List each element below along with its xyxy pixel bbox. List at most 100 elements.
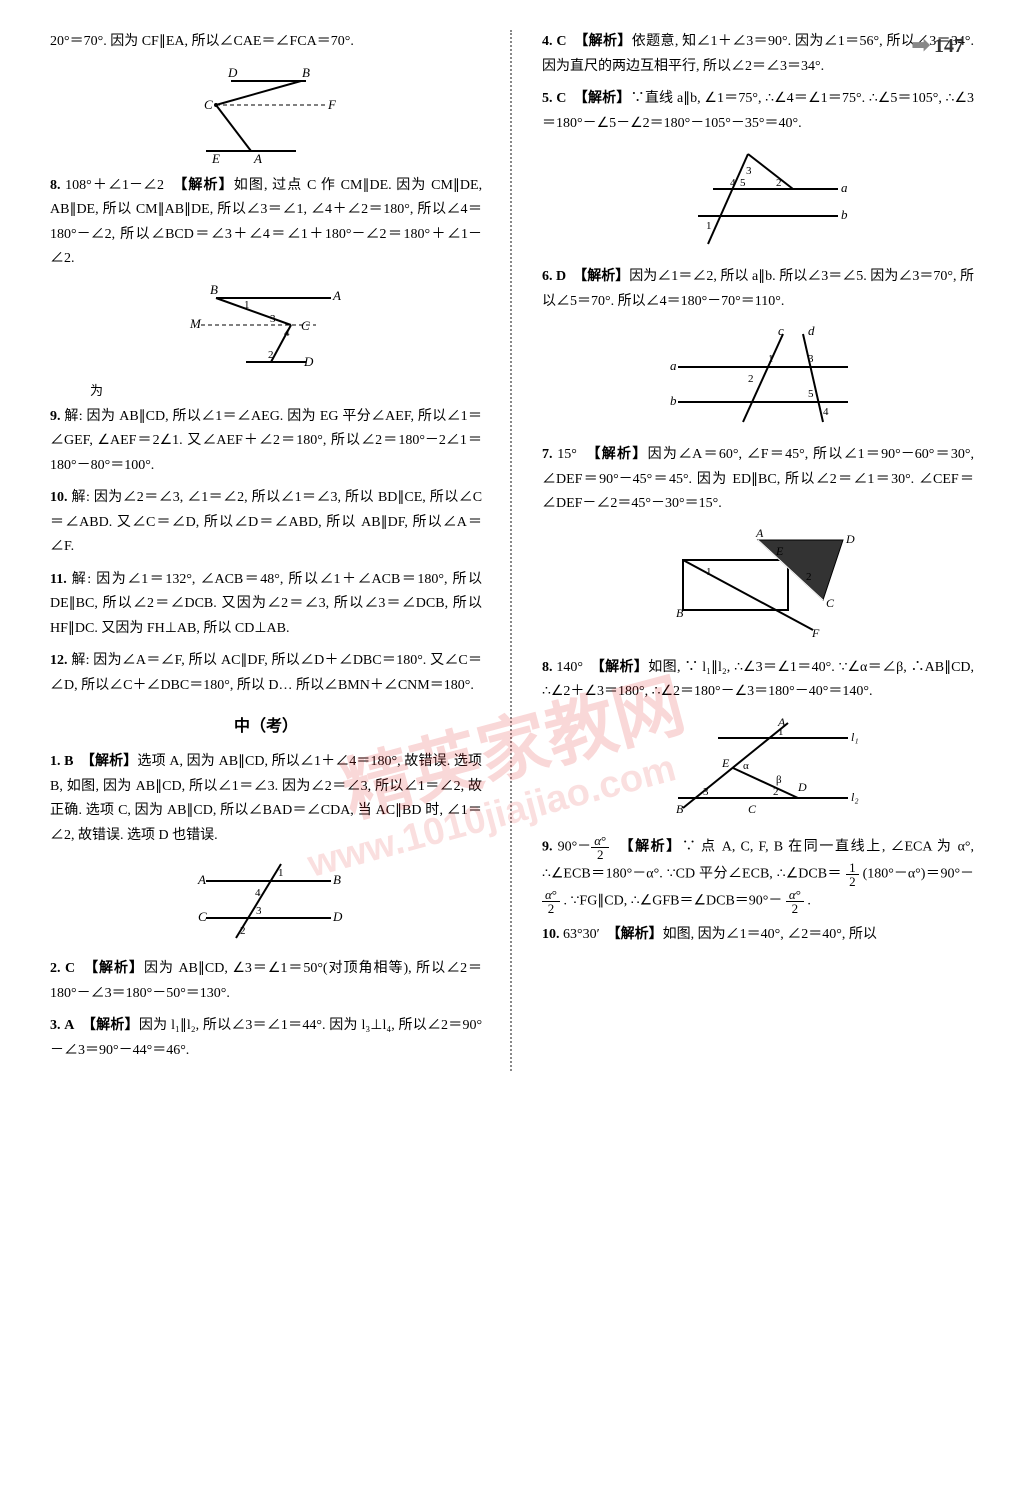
q9-frac3: α°2 xyxy=(542,888,560,915)
svg-dq5: a b 1 2 3 4 5 xyxy=(658,144,858,254)
svg-dq7: A B C D E F 1 2 xyxy=(648,525,868,645)
problem-8: 8. 108°＋∠1－∠2 【解析】如图, 过点 C 作 CM∥DE. 因为 C… xyxy=(50,174,482,272)
svg-text:D: D xyxy=(332,909,343,924)
q4-num: 4. xyxy=(542,34,553,49)
page-number-text: 147 xyxy=(934,35,964,57)
svg-text:A: A xyxy=(332,288,341,303)
q1-ans: B xyxy=(64,754,73,769)
svg-text:1: 1 xyxy=(278,867,284,879)
q1-num: 1. xyxy=(50,754,61,769)
svg-text:2: 2 xyxy=(806,571,812,583)
q4-tag: 【解析】 xyxy=(574,34,631,49)
question-3: 3. A 【解析】因为 l₁∥l₂, 所以∠3＝∠1＝44°. 因为 l₃⊥l₄… xyxy=(50,1014,482,1063)
svg-dq8: l₁ l₂ A B C D E 1 2 3 α β xyxy=(648,713,868,823)
q5-tag: 【解析】 xyxy=(574,91,631,106)
svg-text:E: E xyxy=(211,151,220,163)
svg-text:A: A xyxy=(755,526,764,540)
q10-ans: 63°30′ xyxy=(563,927,600,942)
svg-text:3: 3 xyxy=(808,353,814,365)
q6-tag: 【解析】 xyxy=(573,269,629,284)
svg-text:b: b xyxy=(841,207,848,222)
q6-num: 6. xyxy=(542,269,553,284)
p8-ans: 108°＋∠1－∠2 xyxy=(65,178,164,193)
p8-num: 8. xyxy=(50,178,61,193)
svg-text:4: 4 xyxy=(730,177,736,189)
svg-text:B: B xyxy=(210,282,218,297)
svg-text:A: A xyxy=(197,872,206,887)
page-number: ➡147 xyxy=(912,32,964,58)
diagram-q6: a b c d 1 2 3 4 5 xyxy=(542,322,974,437)
q9-txt2: (180°－α°)＝90°－ xyxy=(863,866,974,881)
q5-ans: C xyxy=(556,91,566,106)
svg-text:C: C xyxy=(301,318,310,333)
svg-text:4: 4 xyxy=(255,887,261,899)
svg-dq6: a b c d 1 2 3 4 5 xyxy=(648,322,868,432)
section-header: 中（考） xyxy=(50,712,482,736)
problem-10: 10. 解: 因为∠2＝∠3, ∠1＝∠2, 所以∠1＝∠3, 所以 BD∥CE… xyxy=(50,486,482,560)
d8-stray: 为 xyxy=(90,380,482,399)
svg-text:2: 2 xyxy=(240,925,246,937)
p11-num: 11. xyxy=(50,572,67,587)
page: ➡147 精英家教网 www.1010jiajiao.com 20°＝70°. … xyxy=(0,0,1024,1485)
right-column: 4. C 【解析】依题意, 知∠1＋∠3＝90°. 因为∠1＝56°, 所以∠3… xyxy=(542,30,974,1071)
svg-text:B: B xyxy=(676,802,684,816)
q4-ans: C xyxy=(556,34,566,49)
svg-text:b: b xyxy=(670,393,677,408)
question-6: 6. D 【解析】因为∠1＝∠2, 所以 a∥b. 所以∠3＝∠5. 因为∠3＝… xyxy=(542,265,974,314)
svg-text:C: C xyxy=(748,802,757,816)
svg-text:l₁: l₁ xyxy=(851,730,859,744)
q9-frac2: 12 xyxy=(846,861,859,888)
question-5: 5. C 【解析】∵直线 a∥b, ∠1＝75°, ∴∠4＝∠1＝75°. ∴∠… xyxy=(542,87,974,136)
svg-text:2: 2 xyxy=(268,349,274,361)
svg-text:β: β xyxy=(776,774,782,786)
p10-num: 10. xyxy=(50,490,68,505)
svg-text:α: α xyxy=(743,760,749,772)
svg-text:3: 3 xyxy=(746,165,752,177)
problem-12: 12. 解: 因为∠A＝∠F, 所以 AC∥DF, 所以∠D＋∠DBC＝180°… xyxy=(50,649,482,698)
diagram-q5: a b 1 2 3 4 5 xyxy=(542,144,974,259)
svg-text:B: B xyxy=(676,606,684,620)
svg-text:D: D xyxy=(797,780,807,794)
question-9: 9. 90°－α°2 【解析】∵ 点 A, C, F, B 在同一直线上, ∠E… xyxy=(542,834,974,915)
q6-ans: D xyxy=(556,269,566,284)
q7-num: 7. xyxy=(542,447,553,462)
svg-text:a: a xyxy=(841,180,848,195)
q9-tag: 【解析】 xyxy=(619,839,681,854)
problem-9: 9. 解: 因为 AB∥CD, 所以∠1＝∠AEG. 因为 EG 平分∠AEF,… xyxy=(50,405,482,479)
svg-text:C: C xyxy=(198,909,207,924)
p12-txt: 解: 因为∠A＝∠F, 所以 AC∥DF, 所以∠D＋∠DBC＝180°. 又∠… xyxy=(50,653,482,693)
arrow-icon: ➡ xyxy=(912,32,930,57)
q8-num: 8. xyxy=(542,660,553,675)
svg-text:F: F xyxy=(811,626,820,640)
svg-text:E: E xyxy=(721,756,730,770)
svg-text:5: 5 xyxy=(740,177,746,189)
svg-text:3: 3 xyxy=(703,786,709,798)
q10-txt: 如图, 因为∠1＝40°, ∠2＝40°, 所以 xyxy=(663,927,877,942)
columns: 20°＝70°. 因为 CF∥EA, 所以∠CAE＝∠FCA＝70°. D B … xyxy=(50,30,974,1071)
p12-num: 12. xyxy=(50,653,68,668)
q9-frac1: α°2 xyxy=(591,834,609,861)
diagram-q1: A B C D 1 4 3 2 xyxy=(50,856,482,951)
p9-num: 9. xyxy=(50,409,61,424)
svg-text:F: F xyxy=(327,97,337,112)
q10-num: 10. xyxy=(542,927,560,942)
svg-text:M: M xyxy=(189,316,202,331)
p9-txt: 解: 因为 AB∥CD, 所以∠1＝∠AEG. 因为 EG 平分∠AEF, 所以… xyxy=(50,409,482,473)
svg-d7: D B C F E A xyxy=(186,63,346,163)
svg-text:A: A xyxy=(253,151,262,163)
diagram-q8: l₁ l₂ A B C D E 1 2 3 α β xyxy=(542,713,974,828)
svg-text:D: D xyxy=(845,532,855,546)
question-8: 8. 140° 【解析】如图, ∵ l₁∥l₂, ∴∠3＝∠1＝40°. ∵∠α… xyxy=(542,656,974,705)
problem-11: 11. 解: 因为∠1＝132°, ∠ACB＝48°, 所以∠1＋∠ACB＝18… xyxy=(50,568,482,642)
svg-text:D: D xyxy=(303,354,314,369)
left-column: 20°＝70°. 因为 CF∥EA, 所以∠CAE＝∠FCA＝70°. D B … xyxy=(50,30,482,1071)
p10-txt: 解: 因为∠2＝∠3, ∠1＝∠2, 所以∠1＝∠3, 所以 BD∥CE, 所以… xyxy=(50,490,482,554)
svg-text:3: 3 xyxy=(256,905,262,917)
question-10: 10. 63°30′ 【解析】如图, 因为∠1＝40°, ∠2＝40°, 所以 xyxy=(542,923,974,948)
q10-tag: 【解析】 xyxy=(607,927,663,942)
svg-text:B: B xyxy=(302,65,310,80)
q2-tag: 【解析】 xyxy=(84,961,144,976)
svg-d8: B A M C D 1 3 4 2 xyxy=(176,280,356,375)
q9-num: 9. xyxy=(542,839,553,854)
q9-txt3: . ∵FG∥CD, ∴∠GFB＝∠DCB＝90°－ xyxy=(564,893,783,908)
